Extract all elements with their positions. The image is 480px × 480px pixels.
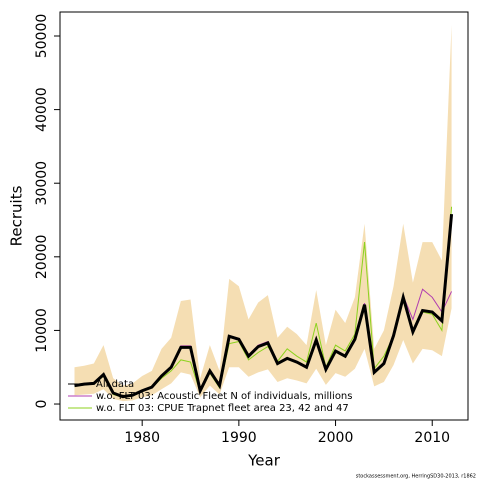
footnote: stockassessment.org, HerringSD30-2013, r… [356,474,476,480]
y-tick-label: 50000 [34,14,50,59]
legend-label: All data [96,379,134,390]
x-axis-label: Year [247,452,281,470]
x-tick-label: 1980 [124,430,160,446]
y-tick-label: 10000 [34,308,50,353]
y-tick-label: 30000 [34,161,50,206]
series-line [74,213,454,399]
x-tick-label: 2000 [318,430,354,446]
x-tick-label: 1990 [221,430,257,446]
y-tick-label: 20000 [34,235,50,280]
y-tick-label: 0 [34,400,50,409]
y-tick-label: 40000 [34,87,50,132]
plot-frame [59,11,469,421]
y-axis-label: Recruits [8,185,26,246]
legend-label: w.o. FLT 03: CPUE Trapnet fleet area 23,… [96,403,349,414]
legend-label: w.o. FLT 03: Acoustic Fleet N of individ… [96,391,352,402]
x-tick-label: 2010 [414,430,450,446]
